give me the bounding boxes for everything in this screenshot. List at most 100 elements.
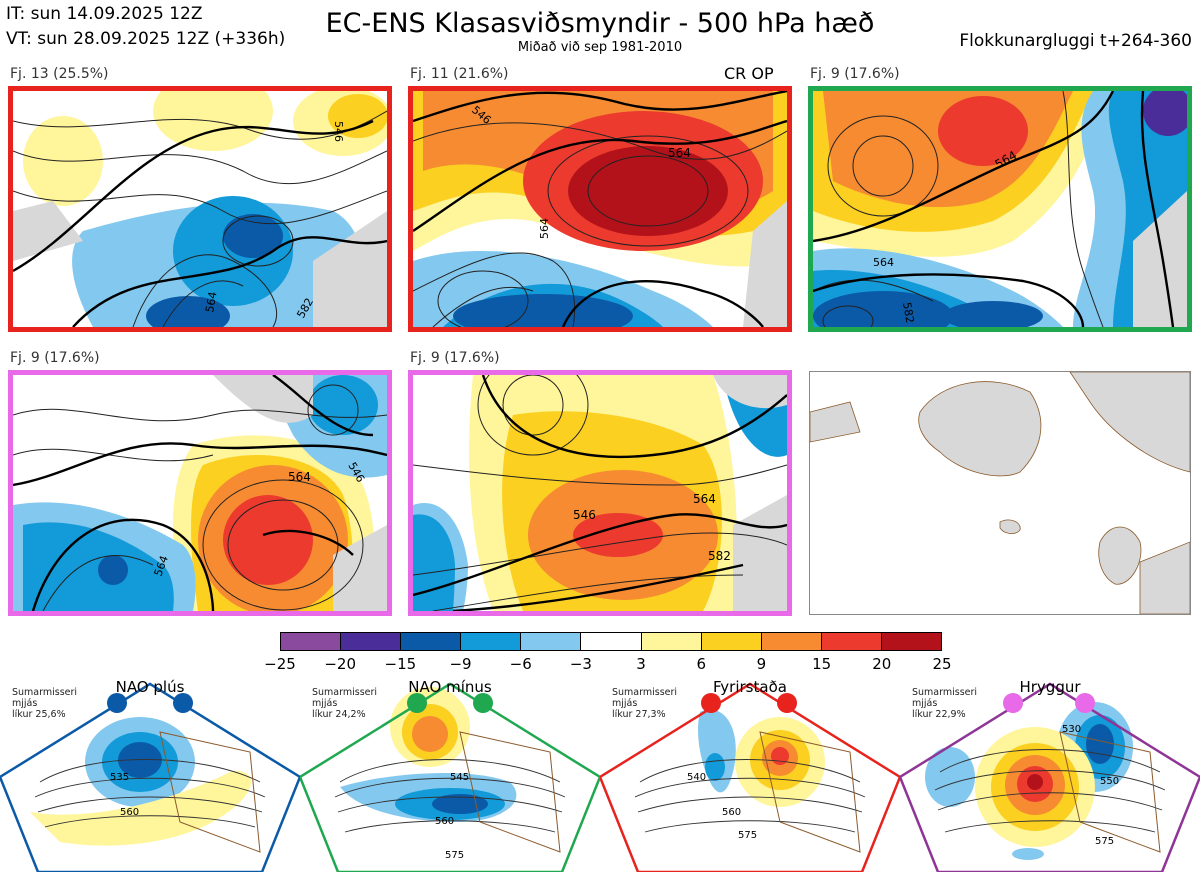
cluster-3-label: Fj. 9 (17.6%) [810,66,900,82]
cluster-2-field: 546 564 564 [413,91,787,327]
contour-label: 564 [668,146,691,160]
colorbar-swatch [581,633,642,650]
regime-marker-dot [1003,693,1023,713]
regime-ridge-map: 530 550 575 [900,682,1200,872]
regime-marker-dot [173,693,193,713]
regime-ridge[interactable]: 530 550 575 Hryggur Sumarmisseri mjjás l… [900,672,1200,872]
cluster-1-map[interactable]: 546 564 582 [8,86,392,332]
contour-label: 564 [873,256,894,269]
regime-info: Sumarmisseri mjjás líkur 25,6% [12,687,77,720]
regime-name: NAO plús [115,678,185,696]
colorbar-tick-label: 20 [872,655,892,673]
colorbar-swatch [401,633,462,650]
regime-contour-label: 540 [687,772,706,783]
season-label: Sumarmisseri [912,687,978,698]
regime-contour-label: 550 [1100,776,1119,787]
contour-label: 564 [538,218,551,239]
contour-label: 546 [332,121,345,142]
colorbar-swatch [341,633,402,650]
land-mask-map [809,371,1191,615]
contour-label: 564 [693,492,716,506]
cluster-1-label: Fj. 13 (25.5%) [10,66,109,82]
regime-contour-label: 575 [738,830,757,841]
regime-marker-dot [1075,693,1095,713]
control-operational-tag: CR OP [724,64,774,83]
cluster-5-label: Fj. 9 (17.6%) [410,350,500,366]
regime-contour-label: 560 [722,807,741,818]
regime-contour-label: 560 [120,807,139,818]
months-label: mjjás [912,698,938,709]
season-label: Sumarmisseri [12,687,78,698]
page-title: EC-ENS Klasasviðsmyndir - 500 hPa hæð [325,8,875,39]
colorbar-tick-label: −15 [384,655,417,673]
regime-marker-dot [777,693,797,713]
regime-nao-plus[interactable]: 535 560 NAO plús Sumarmisseri mjjás líku… [0,672,300,872]
contour-label: 582 [708,549,731,563]
cluster-4-label: Fj. 9 (17.6%) [10,350,100,366]
cluster-1-field: 546 564 582 [13,91,387,327]
regime-nao-minus[interactable]: 545 560 575 NAO mínus Sumarmisseri mjjás… [300,672,600,872]
colorbar-swatch [701,633,762,650]
regime-info: Sumarmisseri mjjás líkur 22,9% [912,687,977,720]
regime-contour-label: 530 [1062,724,1081,735]
colorbar-swatch [761,633,822,650]
contour-label: 564 [288,470,311,484]
cluster-2-label: Fj. 11 (21.6%) [410,66,509,82]
regime-contour-label: 575 [445,850,464,861]
regime-info: Sumarmisseri mjjás líkur 27,3% [612,687,677,720]
colorbar-swatch [521,633,582,650]
regime-name: Fyrirstaða [713,678,787,696]
cluster-4-map[interactable]: 564 546 564 [8,370,392,616]
colorbar-swatch [281,633,342,650]
colorbar-tick-label: 9 [756,655,767,673]
regime-nao-plus-map: 535 560 [0,682,300,872]
probability-label: líkur 24,2% [312,709,366,720]
cluster-5-field: 546 564 582 [413,375,787,611]
colorbar-tick-label: 25 [932,655,952,673]
colorbar-tick-label: −3 [569,655,592,673]
colorbar-tick-label: −9 [449,655,472,673]
regime-contour-label: 545 [450,772,469,783]
cluster-2-map[interactable]: 546 564 564 [408,86,792,332]
regime-blocking-map: 540 560 575 [600,682,900,872]
climatology-subtitle: Miðað við sep 1981-2010 [517,40,683,55]
contour-label: 546 [573,508,596,522]
season-label: Sumarmisseri [312,687,378,698]
regime-marker-dot [407,693,427,713]
cluster-5-map[interactable]: 546 564 582 [408,370,792,616]
season-label: Sumarmisseri [612,687,678,698]
anomaly-colorbar [280,632,942,651]
classification-window: Flokkunargluggi t+264-360 [959,31,1192,51]
colorbar-swatch [821,633,882,650]
regime-marker-dot [473,693,493,713]
regime-marker-dot [701,693,721,713]
colorbar-swatch [461,633,522,650]
regime-contour-label: 535 [110,772,129,783]
colorbar-tick-label: −25 [264,655,296,673]
cluster-3-field: 564 582 564 [813,91,1187,327]
colorbar-tick-label: 15 [812,655,832,673]
regime-blocking[interactable]: 540 560 575 Fyrirstaða Sumarmisseri mjjá… [600,672,900,872]
probability-label: líkur 22,9% [912,709,966,720]
regime-name: Hryggur [1019,678,1081,696]
regime-contour-label: 560 [435,816,454,827]
contour-label: 582 [900,301,916,324]
colorbar-tick-label: 3 [636,655,646,673]
contour-label: 564 [203,291,219,314]
regime-nao-minus-map: 545 560 575 [300,682,600,872]
colorbar-swatch [641,633,702,650]
colorbar-tick-label: −6 [509,655,532,673]
cluster-3-map[interactable]: 564 582 564 [808,86,1192,332]
initial-time: IT: sun 14.09.2025 12Z [6,4,203,24]
probability-label: líkur 27,3% [612,709,666,720]
land-mask [810,372,1190,614]
colorbar-tick-label: 6 [696,655,707,673]
regime-info: Sumarmisseri mjjás líkur 24,2% [312,687,377,720]
probability-label: líkur 25,6% [12,709,66,720]
regime-contour-label: 575 [1095,836,1114,847]
colorbar-tick-label: −20 [324,655,356,673]
valid-time: VT: sun 28.09.2025 12Z (+336h) [6,29,286,49]
months-label: mjjás [12,698,38,709]
colorbar-swatch [881,633,942,650]
regime-marker-dot [107,693,127,713]
